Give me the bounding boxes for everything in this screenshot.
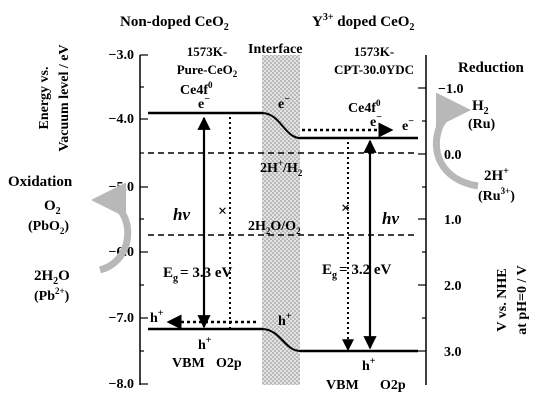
vb-band-bending xyxy=(261,328,301,352)
proton-reactant: 2H+ xyxy=(484,166,509,184)
left-sample-name: Pure-CeO2 xyxy=(177,62,238,79)
right-axis-title: at pH=0 / V xyxy=(515,265,530,335)
o2p-label-right: O2p xyxy=(380,378,406,393)
o2p-label-left: O2p xyxy=(216,356,242,371)
pbo2-catalyst: (PbO2) xyxy=(28,219,69,236)
water-reactant: 2H2O xyxy=(34,268,70,287)
electron-label: e− xyxy=(370,112,382,130)
electron-label: e− xyxy=(198,94,210,112)
band-gap-left: Eg = 3.3 eV xyxy=(163,265,232,284)
right-tick-label: 1.0 xyxy=(444,213,462,228)
right-sample-name: 1573K- xyxy=(354,44,394,59)
vbm-label-right: VBM xyxy=(326,378,359,393)
right-tick-label: 3.0 xyxy=(444,345,462,360)
reduction-label: Reduction xyxy=(458,60,524,76)
ru-catalyst: (Ru) xyxy=(468,117,496,132)
oxidation-label: Oxidation xyxy=(8,174,73,190)
left-tick-label: −4.0 xyxy=(109,112,134,127)
photon-label-left: hν xyxy=(173,205,190,224)
right-tick-label: 2.0 xyxy=(444,279,462,294)
left-tick-label: −3.0 xyxy=(109,48,134,63)
right-tick-label: −1.0 xyxy=(438,82,463,97)
electron-label: e− xyxy=(278,94,290,112)
hole-label: h+ xyxy=(150,308,164,326)
hole-label: h+ xyxy=(198,335,212,353)
right-tick-label: 0.0 xyxy=(444,148,462,163)
left-panel-title: Non-doped CeO2 xyxy=(120,14,229,33)
ru3-catalyst: (Ru3+) xyxy=(478,186,515,204)
o2-product: O2 xyxy=(44,198,61,217)
right-axis-title: V vs. NHE xyxy=(495,268,510,331)
electron-label: e− xyxy=(402,116,414,134)
left-tick-label: −8.0 xyxy=(109,377,134,392)
left-tick-label: −7.0 xyxy=(109,311,134,326)
hole-label: h+ xyxy=(362,356,376,374)
cb-band-bending xyxy=(261,112,301,139)
ce4f-label-left: Ce4f0 xyxy=(180,80,213,98)
h2-product: H2 xyxy=(472,98,489,117)
o2-redox-label: 2H2O/O2 xyxy=(248,219,301,236)
right-panel-title: Y3+ doped CeO2 xyxy=(312,12,414,33)
right-sample-name: CPT-30.0YDC xyxy=(334,62,414,77)
ce4f-label-right: Ce4f0 xyxy=(348,98,381,116)
interface-label: Interface xyxy=(248,42,302,57)
blocked-marker: × xyxy=(218,203,227,220)
photon-label-right: hν xyxy=(382,209,399,228)
oxidation-curved-arrow xyxy=(91,182,132,274)
blocked-marker: × xyxy=(341,200,350,217)
pb2-catalyst: (Pb2+) xyxy=(34,286,70,304)
left-tick-label: −5.0 xyxy=(109,180,134,195)
left-sample-name: 1573K- xyxy=(187,44,227,59)
right-axis: −1.0 0.0 1.0 2.0 3.0 xyxy=(418,55,463,385)
hole-label: h+ xyxy=(278,311,292,329)
vbm-label-left: VBM xyxy=(172,356,205,371)
reduction-curved-arrow xyxy=(432,92,479,190)
band-gap-right: Eg = 3.2 eV xyxy=(322,262,391,281)
left-axis-title: Energy vs. xyxy=(37,67,52,130)
h2-redox-label: 2H+/H2 xyxy=(260,158,303,178)
left-axis-title: Vacuum level / eV xyxy=(57,44,72,151)
